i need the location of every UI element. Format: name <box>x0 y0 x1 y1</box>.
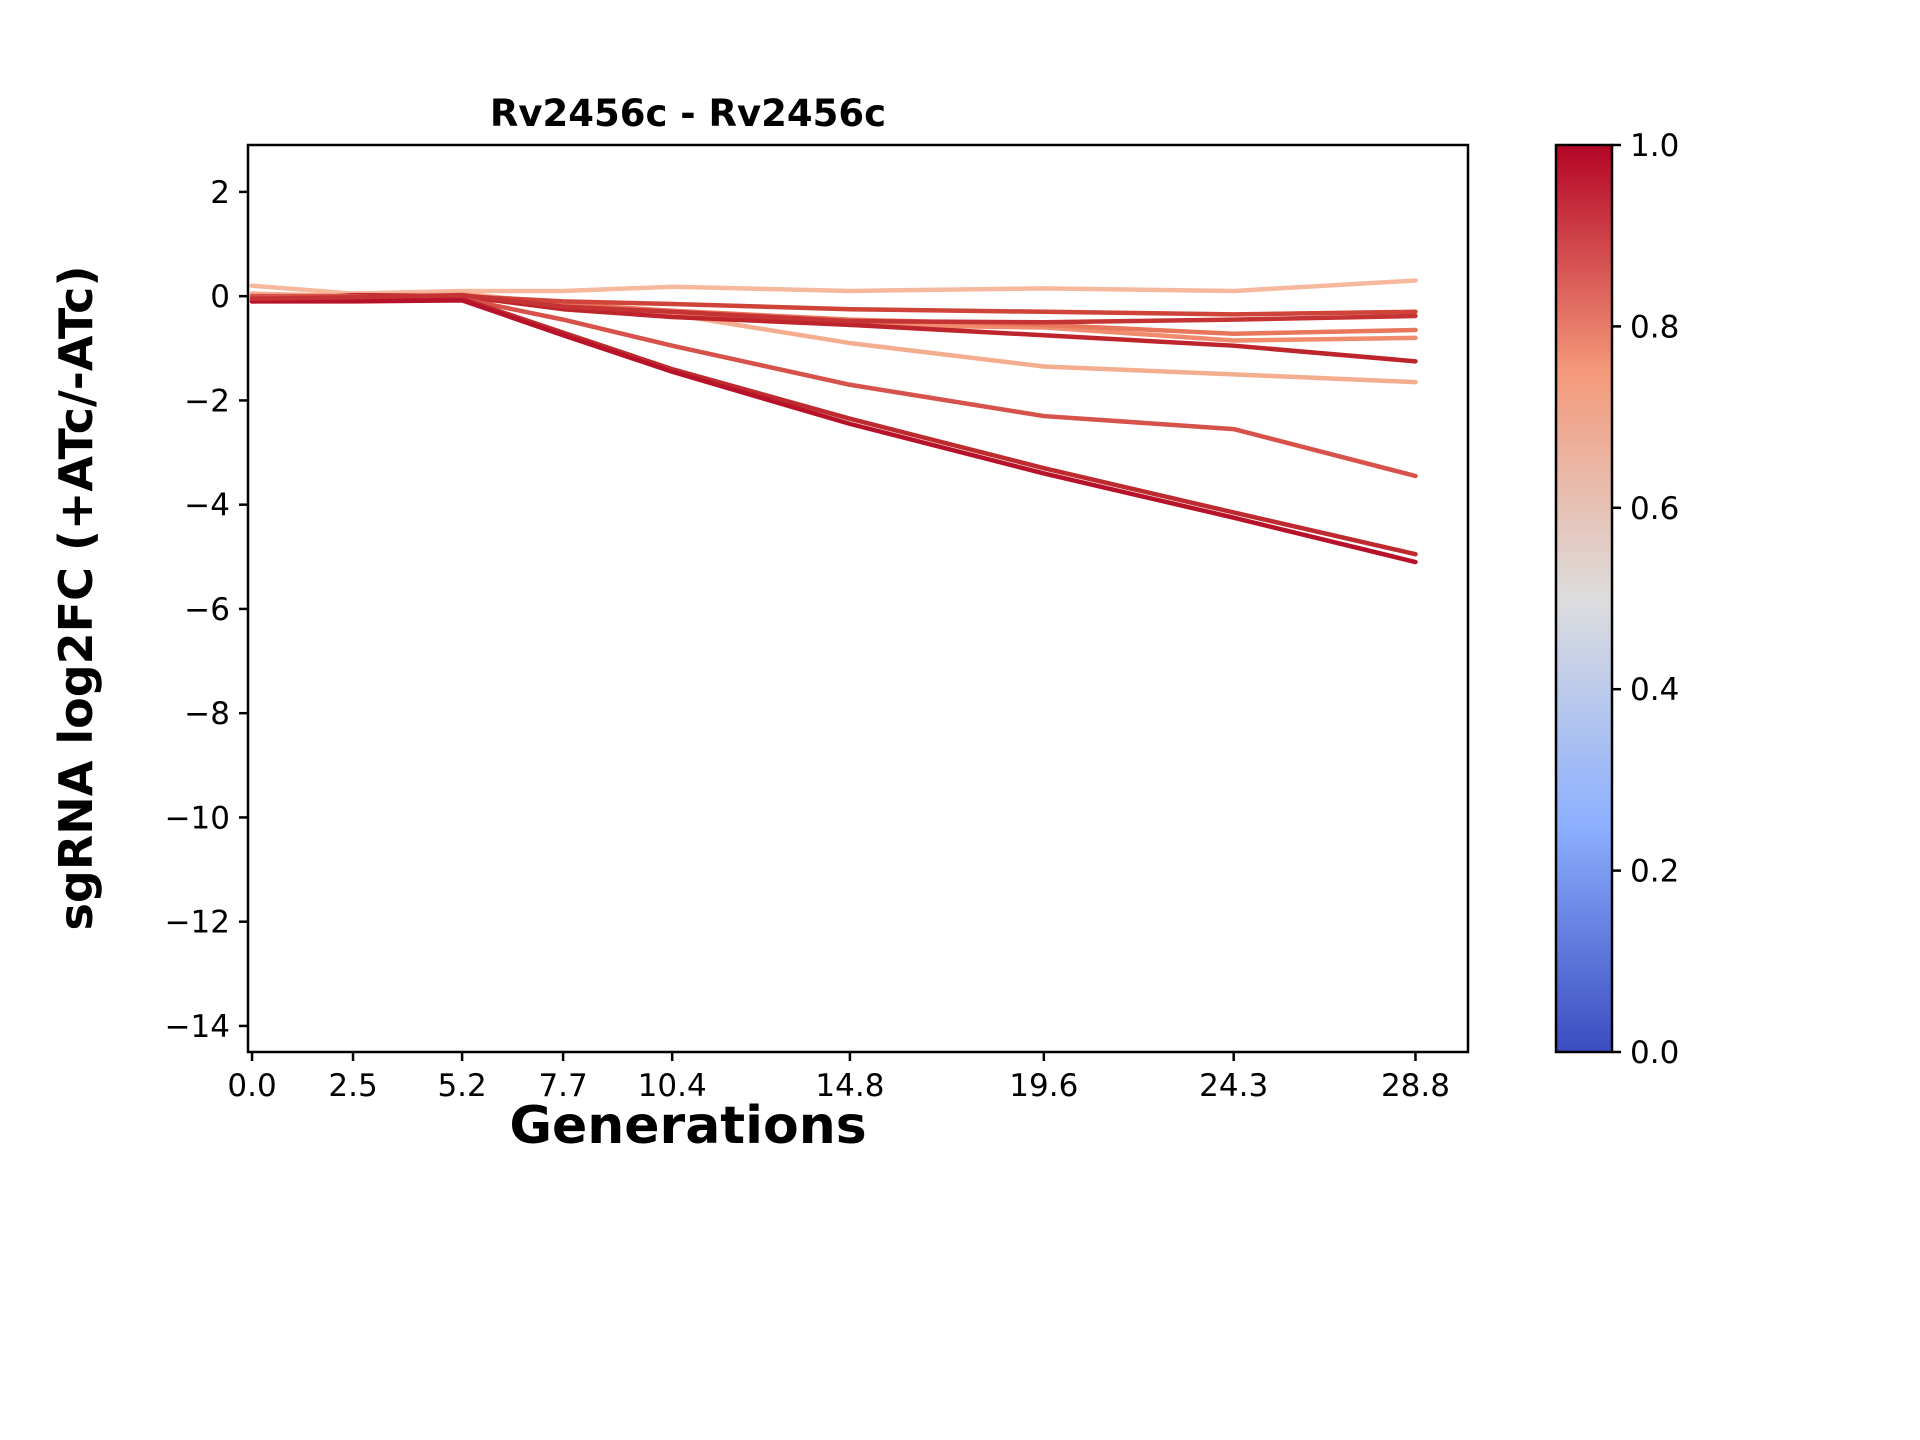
series-line-9 <box>249 298 1418 565</box>
series-line-10 <box>249 292 1418 325</box>
series-line-6 <box>249 292 1418 364</box>
y-tick-label: −4 <box>184 488 230 524</box>
chart-title: Rv2456c - Rv2456c <box>489 92 887 135</box>
colorbar-tick-label: 0.8 <box>1630 309 1679 345</box>
x-axis-label: Generations <box>509 1096 867 1156</box>
x-tick-label: 14.8 <box>815 1068 884 1104</box>
x-tick-label: 19.6 <box>1009 1068 1078 1104</box>
colorbar-tick-label: 0.4 <box>1630 672 1679 708</box>
y-tick-label: −12 <box>165 905 230 941</box>
series-line-1 <box>249 278 1418 296</box>
y-tick-label: −14 <box>165 1009 230 1045</box>
colorbar-frame <box>1554 143 1614 1054</box>
x-tick-label: 10.4 <box>638 1068 707 1104</box>
y-tick-label: 2 <box>210 175 230 211</box>
x-tick-label: 7.7 <box>538 1068 587 1104</box>
axes-frame <box>246 143 1470 1054</box>
x-tick-label: 0.0 <box>227 1068 276 1104</box>
series-line-8 <box>249 296 1418 557</box>
colorbar <box>1556 145 1612 1052</box>
colorbar-tick-label: 1.0 <box>1630 128 1679 164</box>
y-tick-label: −6 <box>184 592 230 628</box>
y-tick-label: −8 <box>184 696 230 732</box>
x-tick-label: 24.3 <box>1199 1068 1268 1104</box>
colorbar-tick-label: 0.0 <box>1630 1035 1679 1071</box>
x-tick-label: 28.8 <box>1381 1068 1450 1104</box>
colorbar-tick-label: 0.6 <box>1630 491 1679 527</box>
y-tick-label: 0 <box>210 279 230 315</box>
y-tick-label: −10 <box>165 800 230 836</box>
colorbar-tick-label: 0.2 <box>1630 854 1679 890</box>
x-tick-label: 2.5 <box>328 1068 377 1104</box>
y-tick-label: −2 <box>184 383 230 419</box>
x-tick-label: 5.2 <box>437 1068 486 1104</box>
